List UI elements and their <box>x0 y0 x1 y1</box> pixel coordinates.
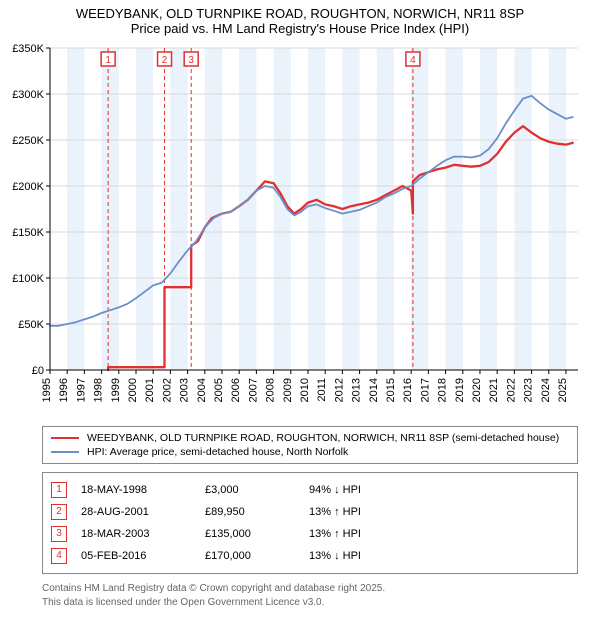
event-price: £135,000 <box>205 528 295 540</box>
event-marker: 4 <box>51 548 67 564</box>
svg-text:2018: 2018 <box>437 378 449 402</box>
events-row: 2 28-AUG-2001 £89,950 13% ↑ HPI <box>51 501 569 523</box>
legend-swatch <box>51 437 79 439</box>
legend-box: WEEDYBANK, OLD TURNPIKE ROAD, ROUGHTON, … <box>42 426 578 464</box>
svg-text:2017: 2017 <box>419 378 431 402</box>
event-delta: 13% ↑ HPI <box>309 528 569 540</box>
svg-text:1998: 1998 <box>93 378 105 402</box>
legend-label: WEEDYBANK, OLD TURNPIKE ROAD, ROUGHTON, … <box>87 432 559 444</box>
svg-text:£100K: £100K <box>12 273 44 285</box>
svg-text:2021: 2021 <box>488 378 500 402</box>
svg-text:£0: £0 <box>32 365 44 377</box>
event-marker: 2 <box>51 504 67 520</box>
svg-text:£150K: £150K <box>12 227 44 239</box>
svg-text:1995: 1995 <box>41 378 53 402</box>
svg-text:2004: 2004 <box>196 378 208 402</box>
legend-row: WEEDYBANK, OLD TURNPIKE ROAD, ROUGHTON, … <box>51 431 569 445</box>
svg-text:2022: 2022 <box>505 378 517 402</box>
svg-text:2016: 2016 <box>402 378 414 402</box>
svg-text:2010: 2010 <box>299 378 311 402</box>
svg-text:2015: 2015 <box>385 378 397 402</box>
footnote: Contains HM Land Registry data © Crown c… <box>0 580 600 617</box>
event-price: £3,000 <box>205 484 295 496</box>
event-marker: 1 <box>51 482 67 498</box>
svg-text:2008: 2008 <box>265 378 277 402</box>
event-price: £89,950 <box>205 506 295 518</box>
svg-text:2020: 2020 <box>471 378 483 402</box>
event-price: £170,000 <box>205 550 295 562</box>
svg-text:£350K: £350K <box>12 43 44 55</box>
event-date: 18-MAR-2003 <box>81 528 191 540</box>
event-delta: 13% ↓ HPI <box>309 550 569 562</box>
svg-text:2011: 2011 <box>316 378 328 402</box>
svg-text:2001: 2001 <box>144 378 156 402</box>
svg-text:2: 2 <box>162 55 168 66</box>
event-delta: 13% ↑ HPI <box>309 506 569 518</box>
svg-text:2024: 2024 <box>540 378 552 402</box>
svg-text:1997: 1997 <box>75 378 87 402</box>
svg-text:1999: 1999 <box>110 378 122 402</box>
svg-text:£250K: £250K <box>12 135 44 147</box>
svg-text:2014: 2014 <box>368 378 380 402</box>
svg-text:2000: 2000 <box>127 378 139 402</box>
svg-text:2002: 2002 <box>161 378 173 402</box>
events-table: 1 18-MAY-1998 £3,000 94% ↓ HPI 2 28-AUG-2001 £… <box>42 472 578 574</box>
svg-text:2003: 2003 <box>179 378 191 402</box>
svg-text:2007: 2007 <box>247 378 259 402</box>
svg-text:2005: 2005 <box>213 378 225 402</box>
svg-text:2012: 2012 <box>333 378 345 402</box>
footnote-line1: Contains HM Land Registry data © Crown c… <box>42 583 385 594</box>
events-row: 1 18-MAY-1998 £3,000 94% ↓ HPI <box>51 479 569 501</box>
legend-swatch <box>51 451 79 453</box>
svg-text:1: 1 <box>105 55 111 66</box>
svg-text:1996: 1996 <box>58 378 70 402</box>
event-delta: 94% ↓ HPI <box>309 484 569 496</box>
event-date: 18-MAY-1998 <box>81 484 191 496</box>
footnote-line2: This data is licensed under the Open Gov… <box>42 597 324 608</box>
chart-area: £0 £50K £100K £150K £200K £250K £300K £350K 1995… <box>0 40 600 420</box>
svg-text:2025: 2025 <box>557 378 569 402</box>
legend-label: HPI: Average price, semi-detached house,… <box>87 446 348 458</box>
svg-text:£200K: £200K <box>12 181 44 193</box>
event-date: 05-FEB-2016 <box>81 550 191 562</box>
svg-text:2009: 2009 <box>282 378 294 402</box>
events-row: 3 18-MAR-2003 £135,000 13% ↑ HPI <box>51 523 569 545</box>
event-marker: 3 <box>51 526 67 542</box>
svg-text:£300K: £300K <box>12 89 44 101</box>
chart-title-block: WEEDYBANK, OLD TURNPIKE ROAD, ROUGHTON, … <box>0 0 600 40</box>
page-root: WEEDYBANK, OLD TURNPIKE ROAD, ROUGHTON, … <box>0 0 600 617</box>
svg-text:2006: 2006 <box>230 378 242 402</box>
chart-title-line1: WEEDYBANK, OLD TURNPIKE ROAD, ROUGHTON, … <box>0 6 600 21</box>
svg-text:2023: 2023 <box>523 378 535 402</box>
chart-svg: £0 £50K £100K £150K £200K £250K £300K £350K 1995… <box>0 40 600 420</box>
svg-text:2013: 2013 <box>351 378 363 402</box>
legend-row: HPI: Average price, semi-detached house,… <box>51 445 569 459</box>
event-date: 28-AUG-2001 <box>81 506 191 518</box>
chart-title-line2: Price paid vs. HM Land Registry's House … <box>0 21 600 36</box>
svg-text:4: 4 <box>410 55 416 66</box>
svg-text:£50K: £50K <box>18 319 44 331</box>
events-row: 4 05-FEB-2016 £170,000 13% ↓ HPI <box>51 545 569 567</box>
svg-text:2019: 2019 <box>454 378 466 402</box>
svg-text:3: 3 <box>188 55 194 66</box>
